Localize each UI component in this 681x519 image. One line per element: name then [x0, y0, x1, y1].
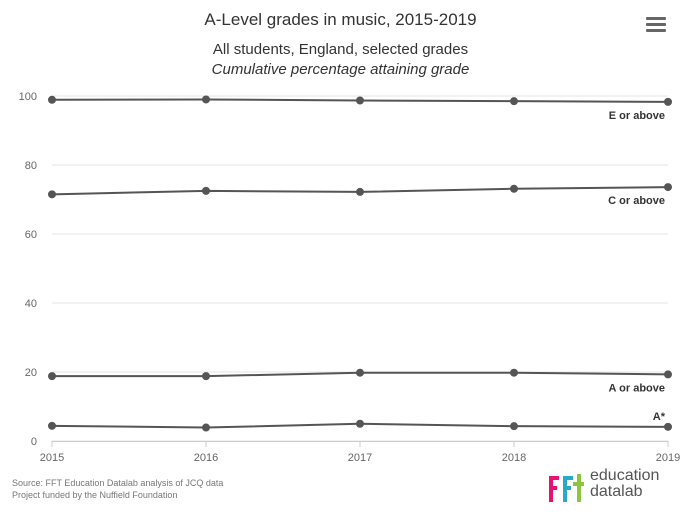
logo-word-education: education: [590, 467, 660, 484]
x-tick-label: 2018: [502, 452, 526, 464]
series-label: C or above: [608, 195, 665, 207]
data-point: [510, 422, 518, 431]
data-point: [356, 187, 364, 196]
data-point: [202, 372, 210, 381]
y-tick-label: 0: [31, 436, 37, 448]
data-point: [664, 97, 672, 106]
data-point: [48, 421, 56, 430]
source-line-2: Project funded by the Nuffield Foundatio…: [12, 490, 178, 500]
y-tick-label: 40: [25, 298, 37, 310]
source-line-1: Source: FFT Education Datalab analysis o…: [12, 478, 224, 488]
data-point: [356, 368, 364, 377]
data-point: [48, 95, 56, 104]
logo-word-datalab: datalab: [590, 483, 643, 500]
data-point: [510, 97, 518, 106]
chart-title: A-Level grades in music, 2015-2019: [204, 10, 477, 29]
y-tick-label: 20: [25, 367, 37, 379]
data-point: [202, 423, 210, 432]
data-point: [356, 96, 364, 105]
x-tick-label: 2019: [656, 452, 680, 464]
data-point: [48, 372, 56, 381]
chart-subtitle-italic: Cumulative percentage attaining grade: [211, 61, 470, 78]
data-point: [202, 186, 210, 195]
y-tick-label: 100: [19, 91, 37, 103]
chart-subtitle: All students, England, selected grades: [212, 41, 469, 58]
hamburger-menu-icon[interactable]: [646, 17, 666, 35]
education-datalab-logo: education datalab: [546, 468, 676, 508]
series-label: A or above: [609, 382, 665, 394]
data-point: [48, 190, 56, 199]
data-point: [664, 183, 672, 192]
y-tick-label: 60: [25, 229, 37, 241]
source-note: Source: FFT Education Datalab analysis o…: [12, 477, 223, 501]
data-point: [356, 419, 364, 428]
data-point: [510, 184, 518, 193]
data-point: [664, 422, 672, 431]
x-tick-label: 2016: [194, 452, 218, 464]
x-tick-label: 2017: [348, 452, 372, 464]
series-label: A*: [653, 411, 666, 423]
ffl-logo-mark-icon: [549, 474, 584, 502]
data-point: [510, 368, 518, 377]
data-point: [664, 370, 672, 379]
series-label: E or above: [609, 110, 665, 122]
data-point: [202, 95, 210, 104]
x-tick-label: 2015: [40, 452, 64, 464]
y-tick-label: 80: [25, 160, 37, 172]
